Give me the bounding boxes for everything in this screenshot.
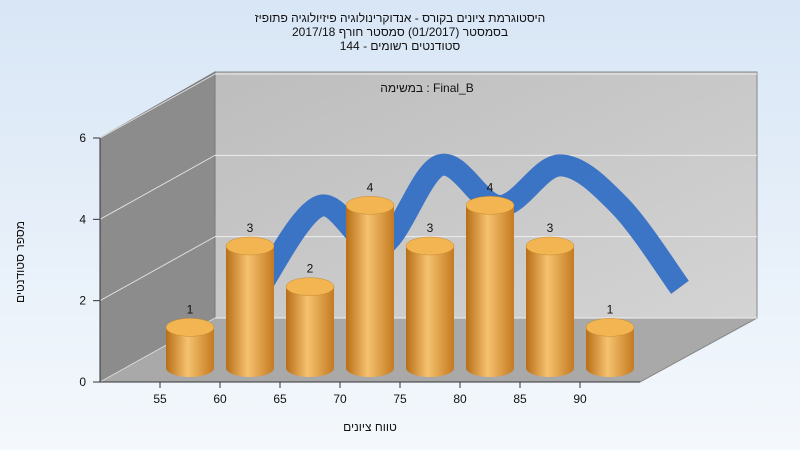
value-label: 2 — [307, 262, 314, 276]
x-tick-label: 60 — [213, 392, 227, 406]
x-tick-label: 80 — [453, 392, 467, 406]
bar — [466, 205, 514, 377]
bar — [346, 205, 394, 377]
value-label: 3 — [547, 221, 554, 235]
title-line: בסמסטר (01/2017) סמסטר חורף 2017/18 — [292, 25, 508, 39]
bar — [286, 286, 334, 377]
bar-top — [585, 318, 635, 337]
bar — [166, 327, 214, 377]
title: היסטוגרמת ציונים בקורס - אנדוקרינולוגיה … — [255, 11, 546, 53]
value-label: 3 — [247, 221, 254, 235]
value-label: 1 — [187, 302, 194, 316]
grid-line — [99, 73, 216, 139]
title-line: סטודנטים רשומים - 144 — [340, 39, 461, 53]
grid-line — [99, 154, 216, 220]
bar-top — [165, 318, 215, 337]
y-tick-label: 2 — [79, 294, 86, 308]
value-label: 4 — [487, 180, 494, 194]
x-tick-label: 85 — [513, 392, 527, 406]
ribbon-line — [250, 153, 689, 294]
bar-top — [525, 236, 575, 256]
bar-top — [345, 196, 395, 215]
x-axis-label: טווח ציונים — [343, 420, 397, 434]
bar-top — [465, 196, 515, 215]
title-line: היסטוגרמת ציונים בקורס - אנדוקרינולוגיה … — [255, 11, 546, 25]
bar-top — [405, 236, 455, 256]
x-tick-label: 55 — [153, 392, 167, 406]
x-tick-label: 75 — [393, 392, 407, 406]
bar — [526, 246, 574, 377]
value-label: 1 — [607, 302, 614, 316]
grid-line — [99, 236, 216, 302]
y-tick-label: 0 — [79, 375, 86, 389]
x-tick-label: 90 — [573, 392, 587, 406]
y-axis-label: מספר סטודנטים — [13, 221, 27, 303]
x-tick-label: 70 — [333, 392, 347, 406]
y-tick-label: 6 — [79, 131, 86, 145]
bar — [226, 246, 274, 377]
annotation: במשימה : Final_B — [380, 81, 474, 95]
value-label: 3 — [427, 221, 434, 235]
bar — [586, 327, 634, 377]
bar — [406, 246, 454, 377]
value-label: 4 — [367, 180, 374, 194]
bar-top — [225, 236, 275, 256]
y-tick-label: 4 — [79, 212, 86, 226]
x-tick-label: 65 — [273, 392, 287, 406]
bar-top — [285, 277, 335, 296]
